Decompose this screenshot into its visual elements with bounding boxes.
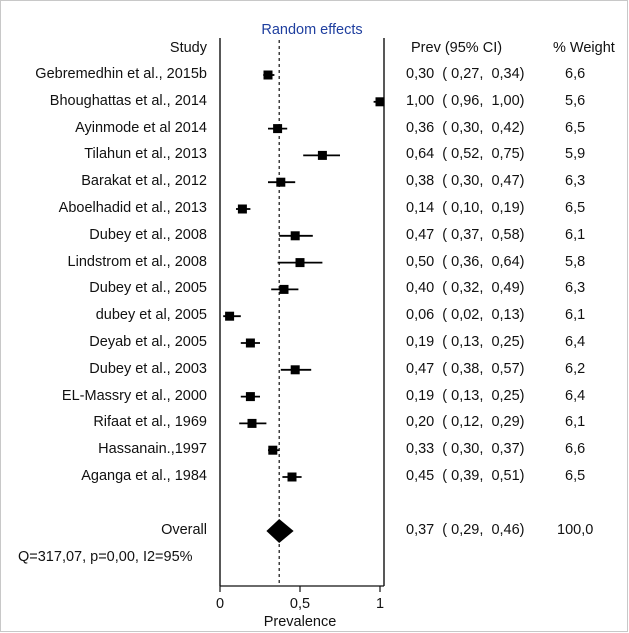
study-weight: 5,8 (565, 253, 586, 270)
study-weight: 6,1 (565, 307, 586, 324)
overall-label: Overall (161, 522, 207, 538)
study-estimate: 0,30 ( 0,27, 0,34) (406, 66, 525, 82)
study-point-marker (295, 258, 305, 268)
study-column-header: Study (169, 40, 207, 56)
study-estimate: 0,50 ( 0,36, 0,64) (406, 253, 525, 270)
study-estimate: 0,47 ( 0,38, 0,57) (406, 360, 525, 377)
study-name: Tilahun et al., 2013 (84, 146, 207, 163)
study-estimate: 0,19 ( 0,13, 0,25) (406, 387, 525, 404)
overall-weight: 100,0 (557, 522, 594, 538)
study-weight: 6,1 (565, 414, 586, 431)
study-weight: 6,6 (565, 66, 586, 82)
chart-title: Random effects (261, 22, 362, 38)
study-estimate: 0,36 ( 0,30, 0,42) (406, 119, 525, 136)
study-weight: 6,5 (565, 468, 586, 484)
study-weight: 6,4 (565, 334, 586, 350)
study-point-marker (245, 392, 255, 402)
study-point-marker (247, 418, 257, 428)
study-name: Aboelhadid et al., 2013 (58, 200, 207, 216)
study-estimate: 0,19 ( 0,13, 0,25) (406, 334, 525, 350)
study-name: Dubey et al., 2003 (89, 360, 207, 377)
x-axis-label: Prevalence (264, 614, 337, 630)
study-name: Bhoughattas et al., 2014 (49, 92, 207, 109)
overall-estimate: 0,37 ( 0,29, 0,46) (406, 522, 525, 538)
study-weight: 6,2 (565, 360, 586, 377)
study-point-marker (375, 97, 385, 107)
study-weight: 6,3 (565, 280, 586, 297)
study-point-marker (268, 445, 278, 455)
study-estimate: 0,06 ( 0,02, 0,13) (406, 307, 525, 324)
overall-diamond (266, 519, 294, 543)
x-tick-label: 0 (216, 596, 224, 612)
study-weight: 6,1 (565, 226, 586, 243)
study-estimate: 0,14 ( 0,10, 0,19) (406, 200, 525, 216)
study-weight: 6,3 (565, 173, 586, 190)
study-point-marker (263, 70, 273, 80)
study-weight: 5,6 (565, 92, 586, 109)
heterogeneity-stats: Q=317,07, p=0,00, I2=95% (18, 549, 193, 565)
study-name: Lindstrom et al., 2008 (67, 253, 207, 270)
study-name: Rifaat et al., 1969 (93, 414, 207, 431)
study-name: dubey et al, 2005 (95, 307, 207, 324)
weight-column-header: % Weight (553, 40, 615, 56)
study-weight: 5,9 (565, 146, 586, 163)
study-point-marker (276, 177, 286, 187)
study-name: Hassanain.,1997 (98, 441, 207, 458)
study-point-marker (317, 150, 327, 160)
study-weight: 6,4 (565, 387, 586, 404)
study-name: EL-Massry et al., 2000 (61, 387, 207, 404)
study-estimate: 0,47 ( 0,37, 0,58) (406, 226, 525, 243)
study-point-marker (237, 204, 247, 214)
study-name: Aganga et al., 1984 (81, 468, 207, 484)
study-estimate: 0,20 ( 0,12, 0,29) (406, 414, 525, 431)
study-point-marker (273, 124, 283, 134)
study-weight: 6,5 (565, 119, 586, 136)
study-name: Ayinmode et al 2014 (75, 119, 207, 136)
study-estimate: 0,45 ( 0,39, 0,51) (406, 468, 525, 484)
study-estimate: 0,40 ( 0,32, 0,49) (406, 280, 525, 297)
study-estimate: 0,38 ( 0,30, 0,47) (406, 173, 525, 190)
study-point-marker (287, 472, 297, 482)
study-estimate: 0,64 ( 0,52, 0,75) (406, 146, 525, 163)
study-name: Gebremedhin et al., 2015b (35, 66, 207, 82)
x-tick-label: 0,5 (290, 596, 310, 612)
study-estimate: 0,33 ( 0,30, 0,37) (406, 441, 525, 458)
study-weight: 6,5 (565, 200, 586, 216)
study-point-marker (290, 365, 300, 375)
study-point-marker (290, 231, 300, 241)
study-name: Dubey et al., 2005 (89, 280, 207, 297)
study-point-marker (225, 311, 235, 321)
study-estimate: 1,00 ( 0,96, 1,00) (406, 92, 525, 109)
study-point-marker (279, 284, 289, 294)
study-name: Barakat et al., 2012 (81, 173, 207, 190)
x-tick-label: 1 (376, 596, 384, 612)
study-name: Dubey et al., 2008 (89, 226, 207, 243)
study-weight: 6,6 (565, 441, 586, 458)
study-point-marker (245, 338, 255, 348)
study-name: Deyab et al., 2005 (89, 334, 207, 350)
estimate-column-header: Prev (95% CI) (411, 40, 503, 56)
